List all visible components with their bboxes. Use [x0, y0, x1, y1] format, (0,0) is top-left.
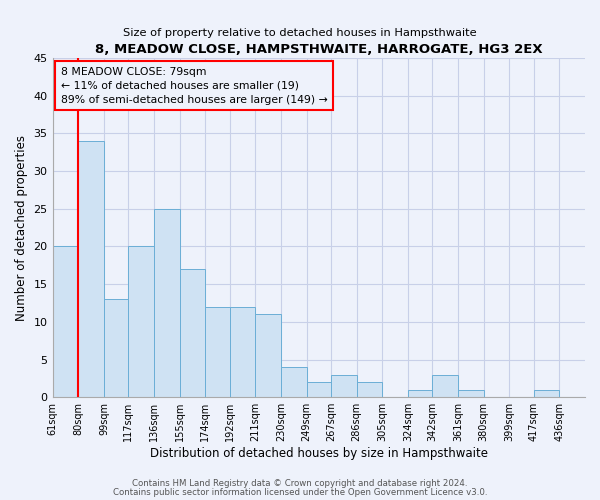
X-axis label: Distribution of detached houses by size in Hampsthwaite: Distribution of detached houses by size …	[150, 447, 488, 460]
Text: Contains public sector information licensed under the Open Government Licence v3: Contains public sector information licen…	[113, 488, 487, 497]
Bar	[281, 367, 307, 397]
Text: 8 MEADOW CLOSE: 79sqm
← 11% of detached houses are smaller (19)
89% of semi-deta: 8 MEADOW CLOSE: 79sqm ← 11% of detached …	[61, 66, 327, 104]
Bar	[205, 307, 230, 397]
Bar	[78, 141, 104, 397]
Bar	[307, 382, 331, 397]
Bar	[331, 374, 356, 397]
Bar	[53, 246, 78, 397]
Bar	[356, 382, 382, 397]
Bar	[458, 390, 484, 397]
Text: Contains HM Land Registry data © Crown copyright and database right 2024.: Contains HM Land Registry data © Crown c…	[132, 479, 468, 488]
Bar	[408, 390, 432, 397]
Bar	[128, 246, 154, 397]
Y-axis label: Number of detached properties: Number of detached properties	[15, 134, 28, 320]
Bar	[533, 390, 559, 397]
Bar	[230, 307, 255, 397]
Bar	[255, 314, 281, 397]
Bar	[179, 269, 205, 397]
Bar	[154, 209, 179, 397]
Bar	[104, 299, 128, 397]
Bar	[432, 374, 458, 397]
Text: Size of property relative to detached houses in Hampsthwaite: Size of property relative to detached ho…	[123, 28, 477, 38]
Title: 8, MEADOW CLOSE, HAMPSTHWAITE, HARROGATE, HG3 2EX: 8, MEADOW CLOSE, HAMPSTHWAITE, HARROGATE…	[95, 42, 542, 56]
